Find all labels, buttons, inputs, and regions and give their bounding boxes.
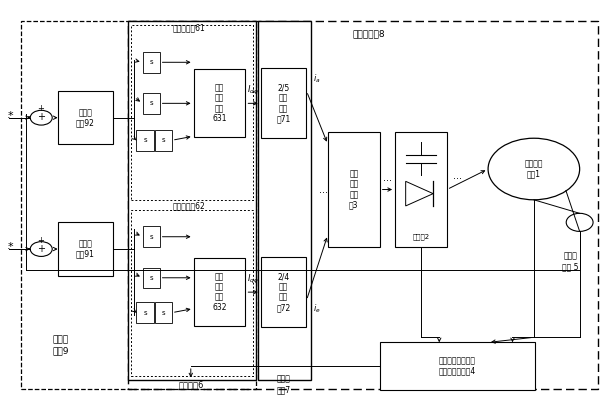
Text: 电流变
换器7: 电流变 换器7 — [277, 375, 291, 394]
Text: 逆变器2: 逆变器2 — [412, 233, 429, 240]
Bar — [137, 302, 153, 323]
Bar — [142, 93, 160, 114]
Text: *: * — [7, 111, 13, 121]
Text: 静态
神经
网络
632: 静态 神经 网络 632 — [213, 272, 227, 312]
Bar — [193, 69, 245, 137]
Text: s: s — [143, 310, 147, 316]
Text: s: s — [143, 137, 147, 143]
Bar — [131, 210, 253, 376]
Text: 伪线性系统8: 伪线性系统8 — [353, 29, 386, 38]
Text: 逆模型库6: 逆模型库6 — [178, 380, 203, 389]
Bar — [379, 342, 535, 390]
Bar — [58, 223, 113, 276]
Bar — [21, 21, 256, 389]
Bar — [395, 132, 447, 247]
Bar — [128, 21, 598, 389]
Text: 滞环
电流
比较
器3: 滞环 电流 比较 器3 — [349, 169, 359, 210]
Text: +: + — [37, 244, 45, 254]
Text: 附加控
制器92: 附加控 制器92 — [76, 108, 95, 127]
Text: 附加控
制器91: 附加控 制器91 — [76, 239, 95, 259]
Bar — [155, 130, 172, 151]
Text: s: s — [149, 59, 153, 65]
Text: ...: ... — [383, 173, 392, 183]
Bar — [193, 258, 245, 326]
Text: 2/5
电流
变换
器71: 2/5 电流 变换 器71 — [277, 83, 291, 124]
Text: 故障逆模型62: 故障逆模型62 — [172, 201, 205, 210]
Text: $I_{q\phi}$: $I_{q\phi}$ — [247, 273, 259, 286]
Text: s: s — [149, 234, 153, 240]
Text: $i_e$: $i_e$ — [312, 302, 320, 315]
Bar — [128, 21, 256, 380]
Text: +: + — [37, 235, 44, 245]
Text: 2/4
电流
变换
器72: 2/4 电流 变换 器72 — [277, 272, 291, 312]
Text: 五相永磁
电机1: 五相永磁 电机1 — [525, 159, 543, 179]
Text: ·: · — [7, 113, 10, 123]
Text: *: * — [7, 243, 13, 253]
Text: ·: · — [7, 244, 10, 254]
Bar — [137, 130, 153, 151]
Bar — [142, 52, 160, 72]
Bar — [58, 91, 113, 144]
Bar — [261, 69, 307, 138]
Text: 正常逆模型61: 正常逆模型61 — [172, 23, 205, 32]
Text: 容错控
制器9: 容错控 制器9 — [52, 336, 69, 355]
Text: ...: ... — [318, 185, 328, 195]
Bar — [142, 267, 160, 288]
Bar — [142, 226, 160, 247]
Text: 光电编
码器 5: 光电编 码器 5 — [562, 252, 579, 271]
Text: $I_{d\phi}$: $I_{d\phi}$ — [247, 84, 259, 97]
Bar — [155, 302, 172, 323]
Bar — [328, 132, 379, 247]
Text: s: s — [149, 275, 153, 281]
Bar — [261, 257, 307, 327]
Text: 静态
神经
网络
631: 静态 神经 网络 631 — [213, 83, 227, 124]
Bar — [131, 25, 253, 200]
Text: s: s — [161, 137, 165, 143]
Text: s: s — [149, 100, 153, 106]
Text: +: + — [37, 112, 45, 122]
Text: -: - — [26, 243, 30, 253]
Text: ...: ... — [453, 171, 462, 181]
Text: s: s — [161, 310, 165, 316]
Text: +: + — [37, 104, 44, 113]
Text: 电流检测磁链观测
逆模型切换模块4: 电流检测磁链观测 逆模型切换模块4 — [439, 357, 476, 376]
Bar — [258, 21, 311, 380]
Text: $i_a$: $i_a$ — [312, 72, 320, 85]
Text: -: - — [26, 111, 30, 121]
